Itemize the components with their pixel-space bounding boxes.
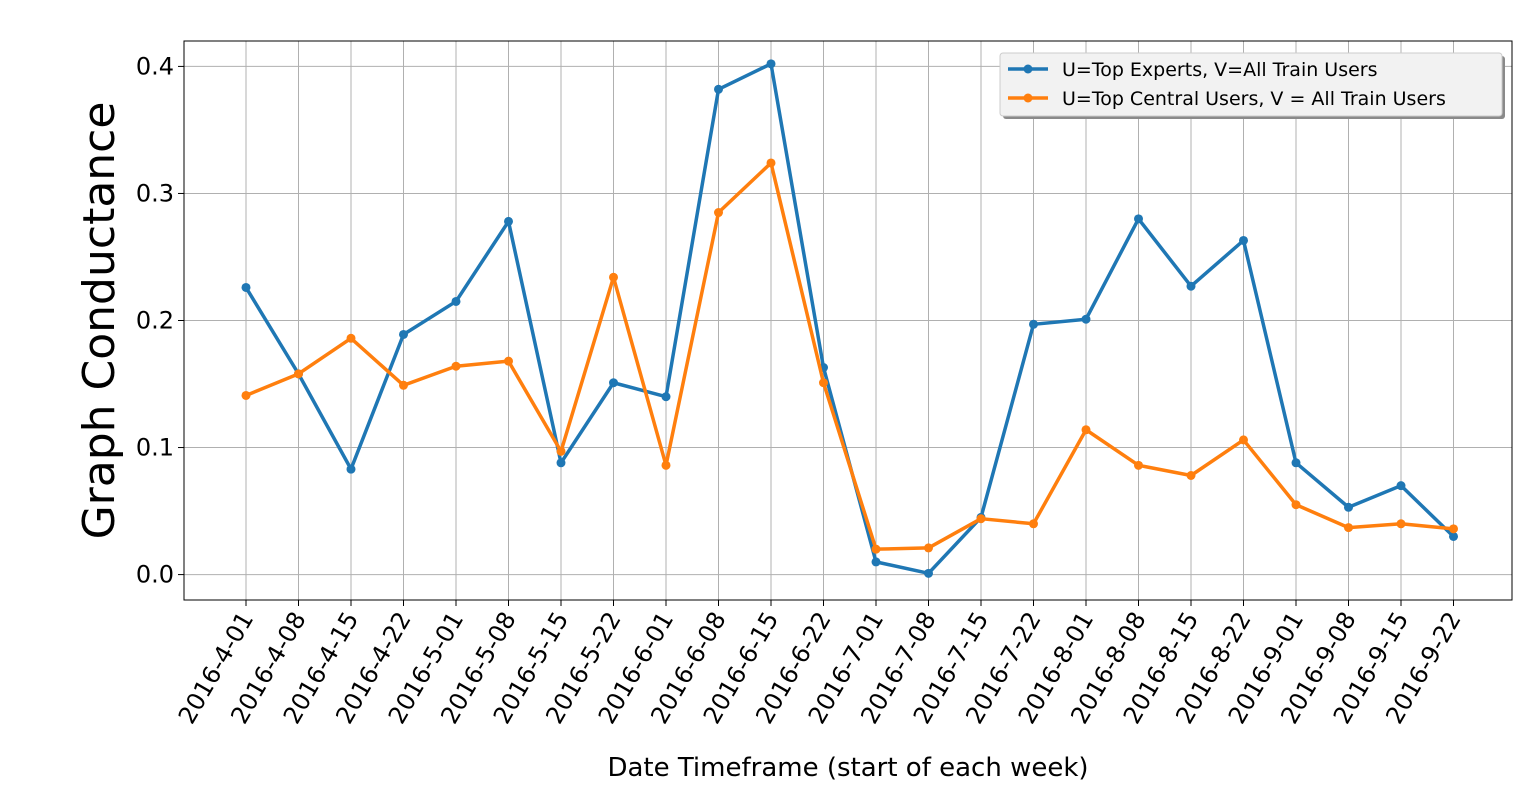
y-tick-label: 0.2	[136, 307, 174, 335]
legend-entry: U=Top Central Users, V = All Train Users	[1062, 88, 1446, 110]
data-point	[451, 361, 461, 371]
data-point	[1396, 481, 1406, 491]
data-point	[556, 446, 566, 456]
y-axis-label: Graph Conductance	[74, 102, 125, 540]
y-tick-label: 0.0	[136, 561, 174, 589]
series-layer	[241, 59, 1458, 578]
data-point	[451, 296, 461, 306]
data-point	[1134, 460, 1143, 470]
data-point	[924, 568, 933, 578]
y-tick-label: 0.3	[136, 179, 174, 207]
data-point	[346, 464, 356, 474]
legend: U=Top Experts, V=All Train Users U=Top Ce…	[999, 52, 1505, 119]
data-point	[661, 392, 671, 402]
data-point	[661, 460, 671, 470]
data-point	[1239, 235, 1248, 245]
data-point	[1291, 458, 1301, 468]
data-point	[1081, 314, 1091, 324]
data-point	[871, 557, 881, 567]
data-point	[1186, 470, 1196, 480]
data-point	[819, 378, 828, 388]
data-point	[714, 208, 723, 218]
data-point	[1291, 500, 1301, 510]
series-2	[241, 158, 1458, 554]
data-point	[1029, 319, 1038, 329]
data-point	[1449, 524, 1458, 534]
data-point	[924, 543, 933, 553]
data-point	[1186, 281, 1196, 291]
y-axis: 0.0 0.1 0.2 0.3 0.4	[136, 52, 184, 589]
data-point	[1134, 214, 1143, 224]
data-point	[556, 458, 566, 468]
data-point	[294, 369, 303, 379]
data-point	[871, 544, 881, 554]
data-point	[1239, 435, 1248, 445]
data-point	[1344, 523, 1353, 533]
data-point	[609, 272, 618, 282]
data-point	[609, 378, 618, 388]
data-point	[766, 158, 776, 168]
series-line	[245, 161, 1454, 551]
data-point	[976, 514, 986, 524]
data-point	[399, 329, 408, 339]
data-point	[1081, 425, 1091, 435]
y-tick-label: 0.4	[136, 52, 174, 80]
data-point	[399, 380, 408, 390]
data-point	[766, 59, 776, 69]
x-axis-label: Date Timeframe (start of each week)	[607, 753, 1088, 783]
data-point	[241, 282, 251, 292]
data-point	[241, 390, 251, 400]
legend-box	[999, 52, 1503, 117]
data-point	[1449, 531, 1458, 541]
y-tick-label: 0.1	[136, 434, 174, 462]
legend-entry: U=Top Experts, V=All Train Users	[1062, 59, 1378, 81]
data-point	[504, 356, 513, 366]
data-point	[1029, 519, 1038, 529]
data-point	[504, 216, 513, 226]
data-point	[1344, 502, 1353, 512]
data-point	[714, 84, 723, 94]
legend-swatch-marker	[1023, 64, 1033, 74]
legend-swatch-marker	[1023, 93, 1033, 103]
data-point	[346, 333, 356, 343]
data-point	[1396, 519, 1406, 529]
